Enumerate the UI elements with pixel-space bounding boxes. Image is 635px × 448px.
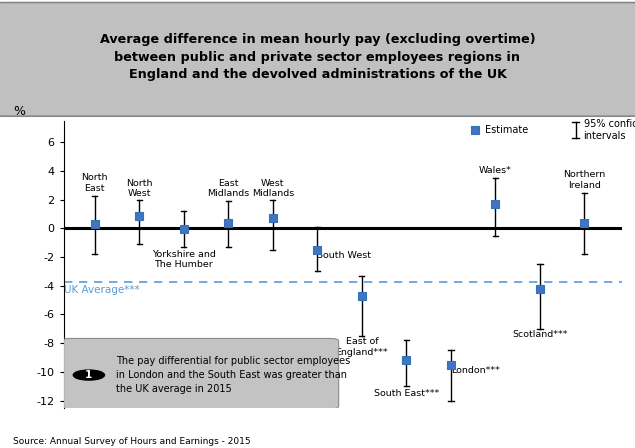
Text: Wales*: Wales* bbox=[479, 167, 512, 176]
Text: Northern
Ireland: Northern Ireland bbox=[563, 170, 606, 190]
Text: %: % bbox=[13, 105, 25, 118]
Text: 95% confidence
intervals: 95% confidence intervals bbox=[584, 119, 635, 142]
Text: West
Midlands: West Midlands bbox=[251, 179, 294, 198]
Text: East of
England***: East of England*** bbox=[335, 337, 388, 357]
Text: 1: 1 bbox=[85, 370, 93, 380]
Circle shape bbox=[73, 370, 105, 380]
Text: The pay differential for public sector employees
in London and the South East wa: The pay differential for public sector e… bbox=[116, 357, 350, 394]
Text: South East***: South East*** bbox=[374, 389, 439, 398]
FancyBboxPatch shape bbox=[62, 338, 338, 409]
Text: Scotland***: Scotland*** bbox=[512, 330, 568, 339]
Text: North
West: North West bbox=[126, 179, 152, 198]
Text: London***: London*** bbox=[451, 366, 500, 375]
Text: Source: Annual Survey of Hours and Earnings - 2015: Source: Annual Survey of Hours and Earni… bbox=[13, 437, 250, 446]
Text: UK Average***: UK Average*** bbox=[64, 285, 139, 295]
Text: East
Midlands: East Midlands bbox=[207, 179, 250, 198]
Text: Average difference in mean hourly pay (excluding overtime)
between public and pr: Average difference in mean hourly pay (e… bbox=[100, 33, 535, 81]
Text: Yorkshire and
The Humber: Yorkshire and The Humber bbox=[152, 250, 216, 269]
Text: South West: South West bbox=[318, 251, 371, 260]
Text: North
East: North East bbox=[81, 173, 108, 193]
Text: Estimate: Estimate bbox=[485, 125, 528, 135]
FancyBboxPatch shape bbox=[0, 3, 635, 116]
